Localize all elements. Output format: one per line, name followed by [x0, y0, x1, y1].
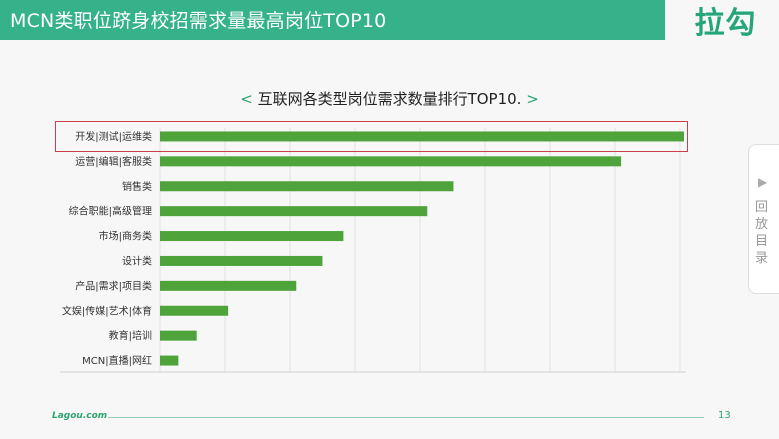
category-label: 文娱|传媒|艺术|体育 [62, 304, 152, 317]
category-label: 综合职能|高级管理 [69, 205, 152, 218]
footer-divider [108, 417, 704, 418]
chevron-right-icon: > [526, 90, 539, 108]
chart-title-text: 互联网各类型岗位需求数量排行TOP10. [257, 90, 522, 108]
bar [160, 206, 428, 217]
chevron-left-icon: < [240, 90, 253, 108]
chart-title: < 互联网各类型岗位需求数量排行TOP10. > [0, 88, 779, 109]
header-bar: MCN类职位跻身校招需求量最高岗位TOP10 [0, 0, 665, 40]
highlight-box [55, 121, 688, 152]
category-label: 产品|需求|项目类 [75, 279, 152, 292]
side-tab-label: 回放目录 [755, 200, 769, 266]
bar [160, 280, 297, 291]
footer-brand: Lagou.com [52, 411, 108, 421]
bar [160, 305, 229, 316]
category-label: 销售类 [122, 180, 152, 193]
bar [160, 255, 323, 266]
category-label: 开发|测试|运维类 [75, 130, 152, 143]
lagou-logo: 拉勾 [672, 0, 779, 41]
bar [160, 156, 622, 167]
category-label: MCN|直播|网红 [82, 354, 152, 367]
playback-catalog-tab[interactable]: ▶ 回放目录 [748, 144, 779, 294]
category-label: 运营|编辑|客服类 [75, 155, 152, 168]
play-icon: ▶ [758, 175, 768, 189]
category-label: 设计类 [122, 254, 152, 267]
category-label: 市场|商务类 [99, 230, 152, 243]
page-title: MCN类职位跻身校招需求量最高岗位TOP10 [10, 10, 387, 32]
page-number: 13 [718, 410, 731, 421]
bar [160, 131, 684, 142]
bar [160, 181, 454, 192]
category-label: 教育|培训 [109, 329, 152, 342]
logo-text: 拉勾 [694, 6, 757, 41]
bar [160, 231, 344, 242]
bar [160, 330, 197, 341]
bar [160, 355, 179, 366]
